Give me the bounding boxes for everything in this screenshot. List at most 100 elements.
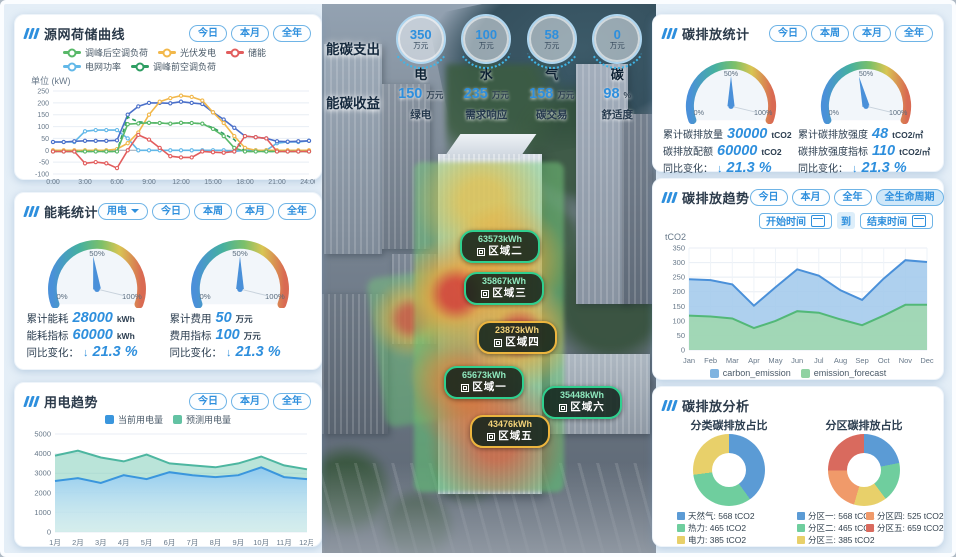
range-button-全年[interactable]: 全年 bbox=[895, 24, 933, 42]
range-button-本月[interactable]: 本月 bbox=[236, 202, 275, 220]
range-button-本月[interactable]: 本月 bbox=[231, 392, 269, 410]
zone-label-区域六[interactable]: 35448kWh 区域六 bbox=[542, 386, 622, 419]
gauge-dial: 0% 100% 50% bbox=[807, 49, 925, 125]
donut-legend-item: 分区三: 385 tCO2 bbox=[797, 534, 875, 546]
zone-label-区域五[interactable]: 43476kWh 区域五 bbox=[470, 415, 550, 448]
range-button-今日[interactable]: 今日 bbox=[749, 188, 788, 206]
zone-icon bbox=[461, 383, 470, 392]
expense-value: 100 bbox=[475, 27, 498, 42]
panel-title-icon bbox=[661, 27, 678, 39]
expense-circle-水: 100 万元 bbox=[461, 14, 512, 64]
zone-name: 区域六 bbox=[552, 401, 612, 414]
svg-text:Jan: Jan bbox=[683, 356, 695, 365]
stat-row: 费用指标 100 万元 bbox=[170, 327, 310, 344]
stat-label: 费用指标 bbox=[169, 330, 212, 343]
energy-type-dropdown[interactable]: 用电 bbox=[98, 202, 149, 220]
legend-label: 预测用电量 bbox=[186, 415, 232, 425]
yoy-value: 21.3 % bbox=[92, 344, 138, 361]
range-button-本周[interactable]: 本周 bbox=[194, 202, 233, 220]
zone-label-区域二[interactable]: 63573kWh 区域二 bbox=[460, 230, 540, 263]
svg-text:9月: 9月 bbox=[232, 538, 244, 547]
down-arrow-icon: ↓ bbox=[226, 347, 232, 360]
svg-text:0: 0 bbox=[45, 148, 49, 155]
legend-swatch bbox=[173, 415, 182, 424]
stat-value: 60000 bbox=[717, 143, 758, 160]
zone-name: 区域四 bbox=[487, 336, 547, 349]
legend-swatch bbox=[800, 368, 810, 378]
range-button-今日[interactable]: 今日 bbox=[189, 392, 227, 410]
svg-text:Apr: Apr bbox=[748, 356, 760, 365]
legend-swatch bbox=[866, 512, 874, 520]
svg-text:100%: 100% bbox=[264, 292, 284, 301]
panel-carbon-trend: 碳排放趋势 今日 本月 全年 全生命周期 开始时间 到 结束时间 tCO2 0 50 10… bbox=[652, 178, 944, 380]
range-button-全年[interactable]: 全年 bbox=[833, 188, 872, 206]
stat-row: 累计费用 50 万元 bbox=[170, 310, 310, 327]
svg-text:-50: -50 bbox=[39, 160, 49, 167]
donut-title: 分区碳排放占比 bbox=[825, 420, 903, 432]
svg-text:50%: 50% bbox=[858, 70, 873, 78]
legend-swatch bbox=[797, 536, 805, 544]
stat-label: 碳排放强度指标 bbox=[798, 147, 868, 159]
expense-circle-碳: 0 万元 bbox=[592, 14, 643, 64]
legend-item: 光伏发电 bbox=[158, 46, 216, 59]
range-button-本月[interactable]: 本月 bbox=[853, 24, 891, 42]
stat-row: 累计碳排放量 30000 tCO2 bbox=[663, 126, 798, 143]
range-button-今日[interactable]: 今日 bbox=[152, 202, 191, 220]
stat-row: 碳排放配额 60000 tCO2 bbox=[663, 143, 798, 160]
end-date-input[interactable]: 结束时间 bbox=[860, 212, 933, 229]
svg-text:1月: 1月 bbox=[49, 538, 61, 547]
stat-unit: tCO2 bbox=[761, 147, 782, 158]
legend-swatch bbox=[866, 524, 874, 532]
donut-legend-label: 分区四: 525 tCO2 bbox=[877, 511, 944, 521]
legend-label: 储能 bbox=[248, 48, 267, 58]
donut-legend-label: 分区二: 465 tCO2 bbox=[808, 523, 875, 533]
expense-unit: 万元 bbox=[478, 41, 494, 50]
svg-text:50%: 50% bbox=[232, 249, 248, 258]
chevron-down-icon bbox=[131, 209, 140, 217]
zone-label-区域三[interactable]: 35867kWh 区域三 bbox=[464, 272, 544, 305]
svg-text:Oct: Oct bbox=[878, 356, 891, 365]
range-button-全年[interactable]: 全年 bbox=[273, 24, 311, 42]
donut-legend-item: 天然气: 568 tCO2 bbox=[677, 510, 795, 522]
panel-title-icon bbox=[661, 191, 678, 203]
range-button-全生命周期[interactable]: 全生命周期 bbox=[875, 188, 944, 206]
income-category: 绿电 bbox=[410, 108, 432, 121]
range-button-本周[interactable]: 本周 bbox=[811, 24, 849, 42]
range-button-全年[interactable]: 全年 bbox=[273, 392, 311, 410]
svg-text:50: 50 bbox=[677, 331, 685, 340]
date-join-label: 到 bbox=[837, 212, 855, 229]
gauge: 0% 100% 50% 累计碳排放量 30000 tCO2 碳排放配额 60000 tCO… bbox=[663, 49, 798, 177]
zone-label-区域四[interactable]: 23873kWh 区域四 bbox=[477, 321, 557, 354]
stat-row: 碳排放强度指标 110 tCO2/㎡ bbox=[798, 143, 933, 160]
start-date-input[interactable]: 开始时间 bbox=[759, 212, 832, 229]
range-button-全年[interactable]: 全年 bbox=[278, 202, 317, 220]
svg-text:Sep: Sep bbox=[855, 356, 868, 365]
yoy-value: 21.3 % bbox=[861, 160, 907, 177]
range-button-今日[interactable]: 今日 bbox=[189, 24, 227, 42]
gauge: 0% 100% 50% 累计能耗 28000 kWh 能耗指标 60000 kWh 同比变化… bbox=[27, 227, 167, 361]
donut-title: 分类碳排放占比 bbox=[690, 420, 768, 432]
stat-unit: tCO2 bbox=[771, 130, 792, 141]
svg-text:200: 200 bbox=[672, 287, 685, 296]
svg-text:15:00: 15:00 bbox=[204, 179, 222, 186]
svg-text:9:00: 9:00 bbox=[142, 179, 156, 186]
range-button-今日[interactable]: 今日 bbox=[769, 24, 807, 42]
svg-text:200: 200 bbox=[37, 100, 49, 107]
power-trend-chart: 0 1000 2000 3000 4000 5000 1月 2月 3月 4月 5月 6月 7月 8月 9月 1… bbox=[25, 426, 315, 548]
donut-legend-label: 电力: 385 tCO2 bbox=[688, 535, 747, 545]
gauge-dial: 0% 100% 50% bbox=[176, 227, 304, 309]
range-button-本月[interactable]: 本月 bbox=[791, 188, 830, 206]
legend-swatch bbox=[677, 512, 685, 520]
svg-text:Aug: Aug bbox=[834, 356, 847, 365]
zone-label-区域一[interactable]: 65673kWh 区域一 bbox=[444, 366, 524, 399]
city-visualization: 63573kWh 区域二 35867kWh 区域三 23873kWh 区域四 65673kW… bbox=[322, 4, 656, 553]
gauge: 0% 100% 50% 累计碳排放强度 48 tCO2/㎡ 碳排放强度指标 110 tCO… bbox=[798, 49, 933, 177]
svg-text:100%: 100% bbox=[121, 292, 141, 301]
svg-text:-100: -100 bbox=[35, 172, 49, 179]
expense-category: 碳 bbox=[610, 66, 624, 82]
zone-icon bbox=[559, 403, 568, 412]
range-button-本月[interactable]: 本月 bbox=[231, 24, 269, 42]
svg-text:50%: 50% bbox=[89, 249, 105, 258]
legend-swatch bbox=[63, 51, 81, 54]
svg-text:24:00: 24:00 bbox=[300, 179, 315, 186]
